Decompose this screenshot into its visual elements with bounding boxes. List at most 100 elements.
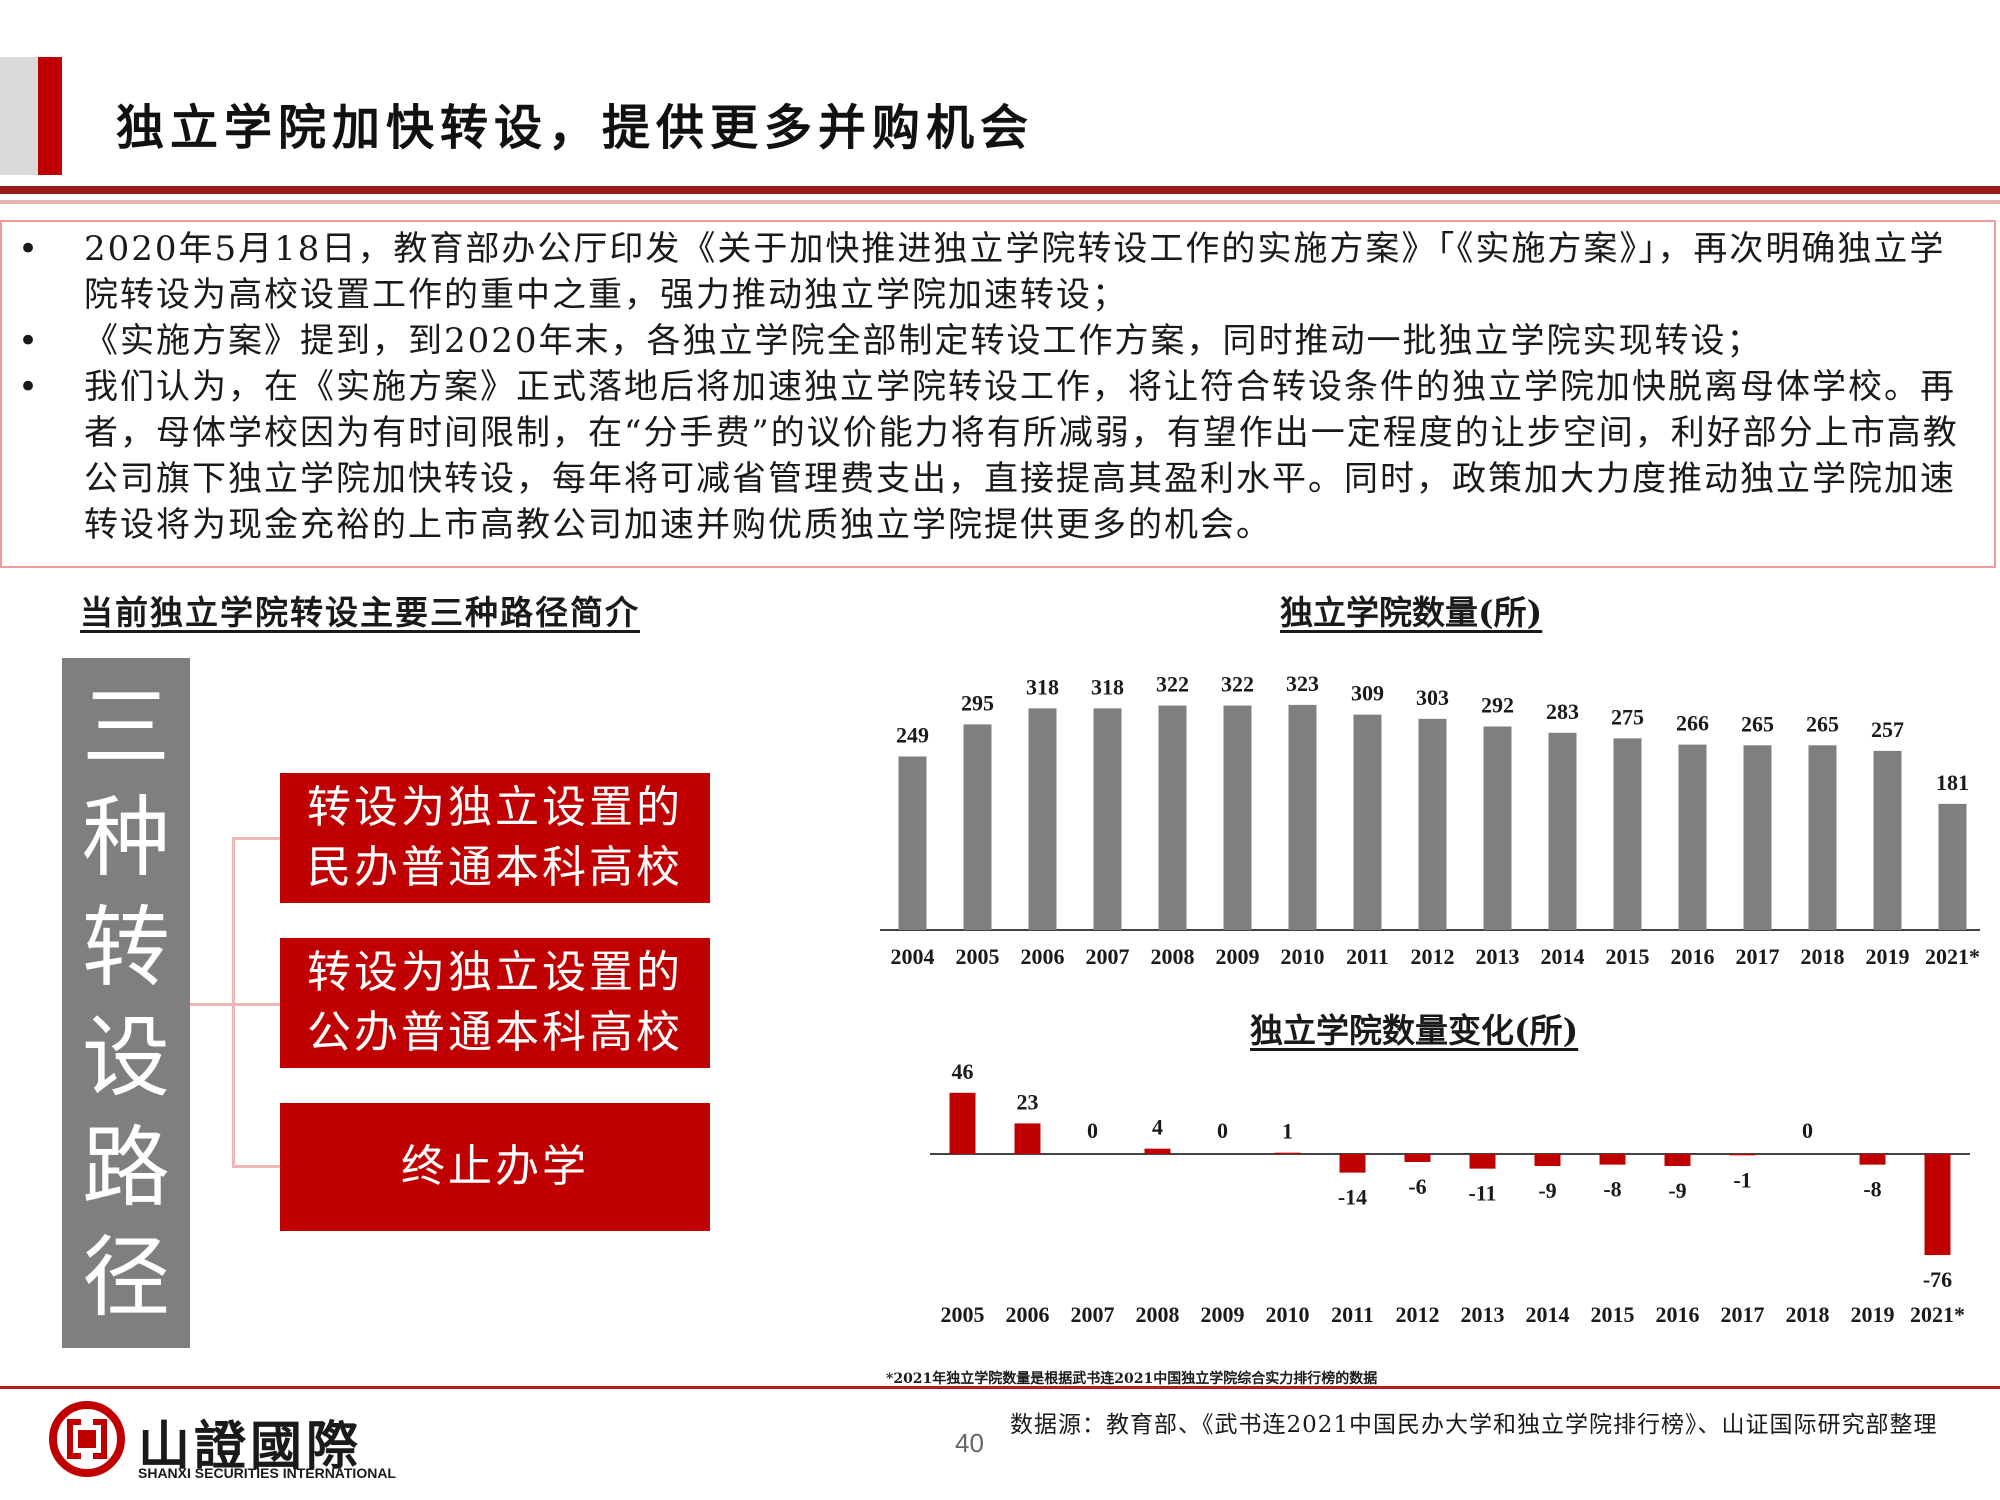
data-label: 318 xyxy=(1091,674,1124,699)
bullet-item: 2020年5月18日，教育部办公厅印发《关于加快推进独立学院转设工作的实施方案》… xyxy=(18,226,1978,318)
data-label: 181 xyxy=(1936,770,1969,795)
tick-label: 2014 xyxy=(1526,1302,1570,1327)
data-label: 275 xyxy=(1611,704,1644,729)
data-label: 292 xyxy=(1481,692,1514,717)
bar xyxy=(1534,1154,1561,1166)
tick-label: 2017 xyxy=(1721,1302,1765,1327)
data-label: 309 xyxy=(1351,681,1384,706)
bar xyxy=(1483,726,1512,930)
tick-label: 2015 xyxy=(1606,944,1650,969)
tick-label: 2010 xyxy=(1281,944,1325,969)
tick-label: 2019 xyxy=(1851,1302,1895,1327)
bar xyxy=(1274,1152,1301,1154)
data-label: -6 xyxy=(1408,1174,1426,1199)
tick-label: 2013 xyxy=(1476,944,1520,969)
chart-footnote: *2021年独立学院数量是根据武书连2021中国独立学院综合实力排行榜的数据 xyxy=(886,1371,1378,1387)
tick-label: 2018 xyxy=(1786,1302,1830,1327)
vertical-label-char: 转 xyxy=(81,896,170,999)
data-label: -76 xyxy=(1923,1267,1952,1292)
bar xyxy=(1678,744,1707,930)
data-label: -9 xyxy=(1538,1178,1556,1203)
data-label: 0 xyxy=(1802,1118,1813,1143)
path-line: 终止办学 xyxy=(401,1141,589,1192)
tick-label: 2016 xyxy=(1671,944,1715,969)
company-logo-subtext: SHANXI SECURITIES INTERNATIONAL xyxy=(138,1465,396,1481)
path-line: 转设为独立设置的 xyxy=(307,947,683,998)
data-label: -11 xyxy=(1468,1181,1496,1206)
tick-label: 2007 xyxy=(1086,944,1130,969)
bar xyxy=(1223,705,1252,930)
chart-title-count: 独立学院数量(所) xyxy=(1280,593,1543,632)
data-label: 0 xyxy=(1217,1118,1228,1143)
bar xyxy=(1339,1154,1366,1173)
title-accent-red xyxy=(38,57,62,175)
tick-label: 2017 xyxy=(1736,944,1780,969)
paths-heading: 当前独立学院转设主要三种路径简介 xyxy=(80,593,640,632)
tick-label: 2008 xyxy=(1136,1302,1180,1327)
vertical-label-char: 三 xyxy=(81,676,170,779)
data-label: 1 xyxy=(1282,1119,1293,1144)
path-public-undergrad: 转设为独立设置的 公办普通本科高校 xyxy=(280,938,710,1068)
data-label: 266 xyxy=(1676,711,1709,736)
data-source: 数据源：教育部、《武书连2021中国民办大学和独立学院排行榜》、山证国际研究部整… xyxy=(1010,1412,1938,1438)
data-label: 4 xyxy=(1152,1115,1163,1140)
bar xyxy=(1158,705,1187,930)
company-logo-text: 山證國際 xyxy=(138,1418,363,1476)
bar xyxy=(1014,1123,1041,1154)
data-label: 295 xyxy=(961,690,994,715)
tick-label: 2019 xyxy=(1866,944,1910,969)
chart-count: 249 2004 295 2005 318 2006 318 2007 322 2008 322 20… xyxy=(880,671,1980,969)
connector-line xyxy=(190,1003,234,1006)
tick-label: 2018 xyxy=(1801,944,1845,969)
bar xyxy=(1144,1148,1171,1154)
vertical-label-char: 种 xyxy=(81,786,170,889)
data-label: 283 xyxy=(1546,699,1579,724)
data-label: 257 xyxy=(1871,717,1904,742)
bar xyxy=(1288,704,1317,930)
bar xyxy=(1808,745,1837,930)
bar xyxy=(1599,1154,1626,1165)
slide-title: 独立学院加快转设，提供更多并购机会 xyxy=(116,100,1035,156)
header-divider-light xyxy=(0,200,2000,204)
footer-divider xyxy=(0,1386,2000,1389)
data-label: 323 xyxy=(1286,671,1319,696)
tick-label: 2016 xyxy=(1656,1302,1700,1327)
bar xyxy=(1859,1154,1886,1165)
tick-label: 2006 xyxy=(1006,1302,1050,1327)
data-label: -9 xyxy=(1668,1178,1686,1203)
tick-label: 2011 xyxy=(1346,944,1389,969)
chart-title-change: 独立学院数量变化(所) xyxy=(1250,1011,1579,1050)
data-label: 265 xyxy=(1806,711,1839,736)
bar xyxy=(1938,803,1967,930)
summary-bullets: 2020年5月18日，教育部办公厅印发《关于加快推进独立学院转设工作的实施方案》… xyxy=(18,226,1978,548)
title-accent-grey xyxy=(0,57,38,175)
data-label: 322 xyxy=(1156,672,1189,697)
tick-label: 2012 xyxy=(1396,1302,1440,1327)
company-logo-icon xyxy=(49,1401,125,1477)
bar xyxy=(963,724,992,930)
bar xyxy=(1729,1154,1756,1156)
tick-label: 2010 xyxy=(1266,1302,1310,1327)
path-line: 民办普通本科高校 xyxy=(307,842,683,893)
tick-label: 2007 xyxy=(1071,1302,1115,1327)
bar xyxy=(1028,708,1057,930)
path-line: 转设为独立设置的 xyxy=(307,782,683,833)
data-label: -8 xyxy=(1603,1177,1621,1202)
bar xyxy=(1093,708,1122,930)
data-label: -8 xyxy=(1863,1177,1881,1202)
vertical-label-char: 设 xyxy=(81,1006,170,1109)
bar xyxy=(898,756,927,930)
connector-line xyxy=(232,837,280,840)
tick-label: 2009 xyxy=(1216,944,1260,969)
tick-label: 2005 xyxy=(941,1302,985,1327)
summary-box xyxy=(0,220,1996,568)
bar xyxy=(1664,1154,1691,1166)
tick-label: 2012 xyxy=(1411,944,1455,969)
tick-label: 2014 xyxy=(1541,944,1585,969)
tick-label: 2011 xyxy=(1331,1302,1374,1327)
path-private-undergrad: 转设为独立设置的 民办普通本科高校 xyxy=(280,773,710,903)
bar xyxy=(1548,732,1577,930)
bar xyxy=(1924,1154,1951,1256)
header-divider xyxy=(0,186,2000,194)
tick-label: 2021* xyxy=(1925,944,1980,969)
